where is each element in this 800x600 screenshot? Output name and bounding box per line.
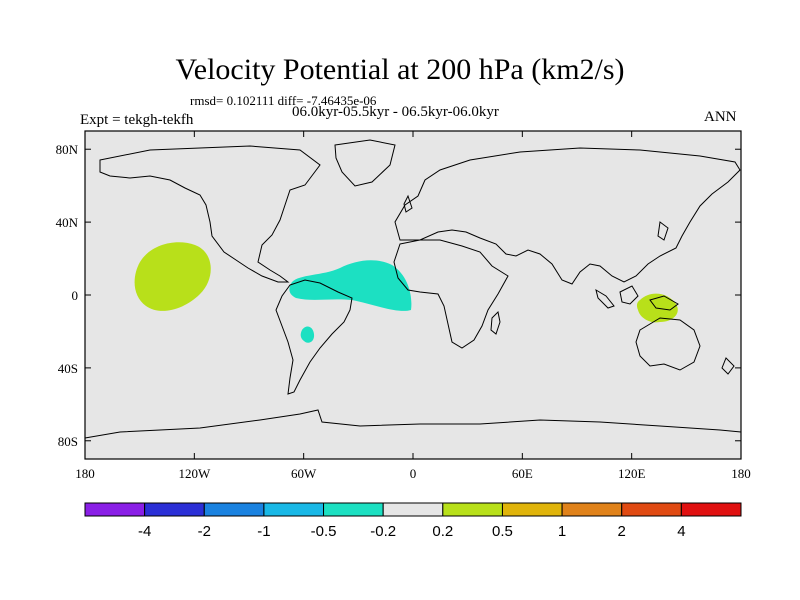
colorbar-label: 1 (558, 523, 566, 540)
coast-japan (657, 221, 669, 241)
colorbar-label: -4 (138, 523, 151, 540)
y-tick-label: 40S (58, 361, 78, 376)
coast-madagascar (490, 310, 501, 335)
coastlines (84, 139, 742, 439)
coast-new-zealand (721, 357, 735, 375)
x-tick-label: 180 (75, 466, 95, 481)
x-tick-label: 60W (291, 466, 317, 481)
coast-uk (403, 194, 413, 213)
coast-greenland (334, 139, 396, 187)
x-tick-label: 60E (512, 466, 533, 481)
colorbar: -4 -2 -1 -0.5 -0.2 0.2 0.5 1 2 4 (84, 502, 742, 540)
anomaly-pacific-positive (134, 242, 211, 311)
y-tick-label: 0 (72, 288, 79, 303)
season-label: ANN (704, 109, 737, 125)
colorbar-box (621, 502, 682, 517)
colorbar-label: -0.5 (311, 523, 337, 540)
colorbar-label: -0.2 (370, 523, 396, 540)
y-tick-label: 80N (56, 142, 79, 157)
coast-eurasia (394, 147, 741, 285)
coast-africa (393, 239, 509, 349)
x-tick-label: 180 (731, 466, 751, 481)
x-tick-label: 0 (410, 466, 417, 481)
anomaly-south-america-negative (300, 326, 315, 343)
colorbar-box (442, 502, 503, 517)
colorbar-box (323, 502, 384, 517)
colorbar-label: 4 (677, 523, 685, 540)
y-axis: 80N 40N 0 40S 80S (56, 142, 741, 449)
coast-sumatra (595, 288, 615, 309)
stats-line: rmsd= 0.102111 diff= -7.46435e-06 (190, 93, 377, 108)
colorbar-box (263, 502, 325, 517)
x-tick-label: 120E (618, 466, 646, 481)
coast-south-america (275, 279, 353, 395)
colorbar-label: 0.2 (432, 523, 453, 540)
coast-australia (635, 317, 701, 371)
coast-antarctica (84, 409, 742, 439)
colorbar-box (144, 502, 205, 517)
x-axis: 180 120W 60W 0 60E 120E 180 (75, 131, 751, 481)
anomaly-atlantic-negative (289, 260, 412, 311)
colorbar-label: -1 (257, 523, 270, 540)
colorbar-label: -2 (198, 523, 211, 540)
y-tick-label: 40N (56, 215, 79, 230)
colorbar-box (561, 502, 623, 517)
periods-label: 06.0kyr-05.5kyr - 06.5kyr-06.0kyr (292, 104, 499, 120)
coast-new-guinea (649, 295, 679, 311)
coast-borneo (619, 285, 639, 305)
colorbar-box (680, 502, 742, 517)
y-tick-label: 80S (58, 434, 78, 449)
coast-north-america (99, 145, 321, 283)
experiment-label: Expt = tekgh-tekfh (80, 112, 194, 128)
colorbar-box (382, 502, 444, 517)
colorbar-label: 0.5 (492, 523, 513, 540)
colorbar-label: 2 (618, 523, 626, 540)
x-tick-label: 120W (178, 466, 211, 481)
colorbar-box (501, 502, 563, 517)
chart-title: Velocity Potential at 200 hPa (km2/s) (175, 53, 625, 86)
colorbar-box (203, 502, 265, 517)
colorbar-box (84, 502, 146, 517)
